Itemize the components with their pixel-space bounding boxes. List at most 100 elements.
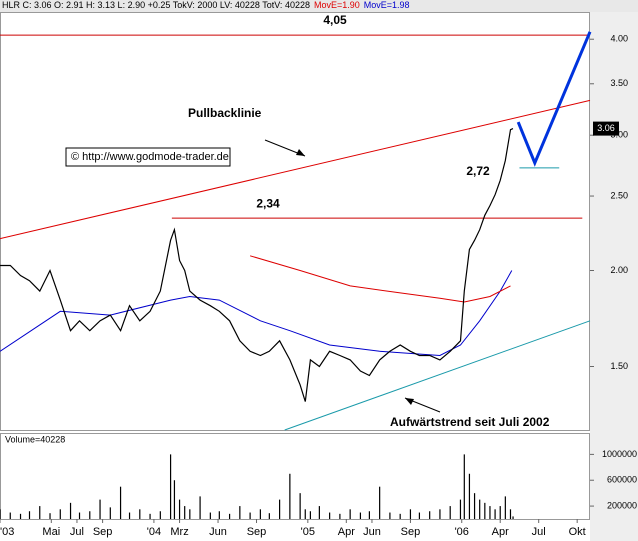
volume-bar [409,509,412,519]
x-tick-label: Okt [569,526,586,538]
x-tick-label: '03 [0,526,14,538]
volume-bar [418,512,421,519]
volume-bar [379,486,381,519]
volume-bar [473,493,476,519]
x-tick-label: Jul [532,526,546,538]
volume-bar [279,499,281,519]
overlay-line [516,31,592,167]
volume-bar [69,502,72,519]
volume-bar [184,506,186,519]
volume-bar [159,511,161,519]
volume-bar [249,512,251,519]
volume-bar [268,513,270,519]
volume-bar [99,499,101,519]
copyright: © http://www.godmode-trader.de [71,151,229,163]
x-tick-label: Sep [247,526,267,538]
volume-bar [128,512,131,519]
volume-bar [299,493,301,519]
header-part: MovE=1.90 [314,0,360,10]
x-tick-label: Sep [401,526,421,538]
annotation: Aufwärtstrend seit Juli 2002 [390,415,550,429]
volume-bar [9,512,11,519]
overlay-line [284,320,591,431]
header-part: HLR C: 3.06 O: 2.91 H: 3.13 L: 2.90 +0.2… [2,0,310,10]
volume-title: Volume=40228 [5,434,65,444]
volume-bar [318,506,320,519]
y-tick-label: 4.00 [610,34,628,44]
volume-bar [199,496,201,519]
volume-bar [109,507,111,519]
volume-bar [504,496,506,519]
volume-bar [228,513,231,519]
y-tick-label: 2.50 [610,190,628,200]
volume-bar [0,509,1,519]
volume-bar [512,516,514,519]
header-part: MovE=1.98 [364,0,410,10]
x-tick-label: '04 [147,526,161,538]
volume-bar [368,511,370,519]
x-tick-label: Jun [209,526,227,538]
level-label: 2,34 [256,196,280,210]
volume-bar [89,511,91,519]
volume-bar [449,506,451,519]
volume-bar [509,509,512,519]
arrow-head [296,149,305,156]
volume-bar [173,480,176,519]
volume-tick-label: 1000000 [602,449,637,459]
x-tick-label: Mai [42,526,60,538]
level-label: 2,72 [466,164,490,178]
volume-bar [59,509,61,519]
y-tick-label: 3.50 [610,78,628,88]
volume-bar [309,511,311,519]
volume-bar [489,506,491,519]
volume-bar [39,506,41,519]
volume-bar [189,509,191,519]
volume-bar [463,454,465,519]
axis-panel [590,12,638,541]
volume-bar [149,513,151,519]
volume-bar [494,509,496,519]
level-label: 4,05 [323,13,347,27]
volume-bar [169,454,172,519]
volume-bar [479,499,481,519]
volume-tick-label: 600000 [607,475,637,485]
volume-bar [28,511,31,519]
volume-bar [429,511,431,519]
volume-bar [389,512,391,519]
arrow-head [405,398,414,405]
volume-bar [468,473,471,519]
overlay-line [0,99,591,240]
x-tick-label: Apr [338,526,355,538]
volume-bar [178,499,181,519]
volume-bar [359,512,362,519]
volume-bar [259,509,261,519]
volume-bar [304,509,306,519]
volume-bar [49,513,51,519]
volume-bar [349,509,351,519]
annotation: Pullbacklinie [188,106,262,120]
x-tick-label: Apr [492,526,509,538]
overlay-line [249,255,511,303]
volume-bar [484,502,486,519]
x-tick-label: Jun [363,526,381,538]
x-tick-label: Sep [93,526,113,538]
x-tick-label: Jul [70,526,84,538]
y-tick-label: 2.00 [610,265,628,275]
y-tick-label: 3.00 [610,130,628,140]
volume-bar [19,513,22,519]
volume-bar [399,513,401,519]
volume-bar [78,512,81,519]
volume-bar [459,499,462,519]
volume-bar [119,486,122,519]
x-tick-label: '06 [455,526,469,538]
y-tick-label: 1.50 [610,361,628,371]
price-frame [0,12,590,431]
volume-bar [329,512,331,519]
volume-frame [0,433,590,520]
volume-bar [499,506,501,519]
last-price-label: 3.06 [597,123,615,133]
volume-bar [139,509,141,519]
last-price-box [593,121,619,136]
